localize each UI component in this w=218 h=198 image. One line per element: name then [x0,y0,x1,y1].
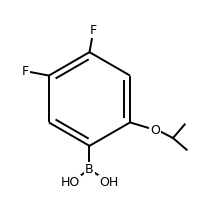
Text: OH: OH [99,176,119,189]
Text: O: O [150,124,160,137]
Text: HO: HO [60,176,80,189]
Text: F: F [90,24,97,37]
Text: B: B [85,163,94,176]
Text: F: F [22,65,29,78]
